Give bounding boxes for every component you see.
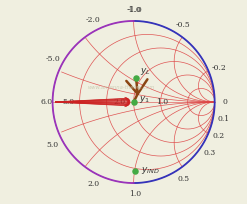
- Text: $y_{IND}$: $y_{IND}$: [141, 165, 160, 176]
- Text: 0.5: 0.5: [177, 175, 189, 183]
- Text: 0.3: 0.3: [204, 149, 216, 157]
- Text: -0.2: -0.2: [211, 64, 226, 72]
- Text: 5.0: 5.0: [63, 98, 75, 106]
- Point: [133, 169, 137, 173]
- Text: 5.0: 5.0: [47, 141, 59, 149]
- Text: -2.0: -2.0: [86, 16, 101, 24]
- Point: [134, 76, 138, 79]
- Text: 0.2: 0.2: [212, 132, 225, 140]
- Text: -0.5: -0.5: [176, 21, 191, 29]
- Text: 0.1: 0.1: [217, 115, 230, 123]
- Text: -1.0: -1.0: [128, 6, 143, 14]
- Text: -1.0: -1.0: [126, 6, 141, 14]
- Text: www.antenna-theory.com: www.antenna-theory.com: [88, 85, 155, 90]
- Text: $y_1$: $y_1$: [139, 94, 150, 105]
- Text: $y_L$: $y_L$: [140, 66, 151, 77]
- Text: 1.0: 1.0: [129, 190, 141, 198]
- Text: 2.0: 2.0: [114, 98, 126, 106]
- Text: 6.0: 6.0: [40, 98, 52, 106]
- Point: [132, 100, 136, 104]
- Text: 1.0: 1.0: [156, 98, 168, 106]
- Text: -5.0: -5.0: [45, 55, 60, 63]
- Text: 2.0: 2.0: [87, 180, 100, 188]
- Text: 0: 0: [223, 98, 228, 106]
